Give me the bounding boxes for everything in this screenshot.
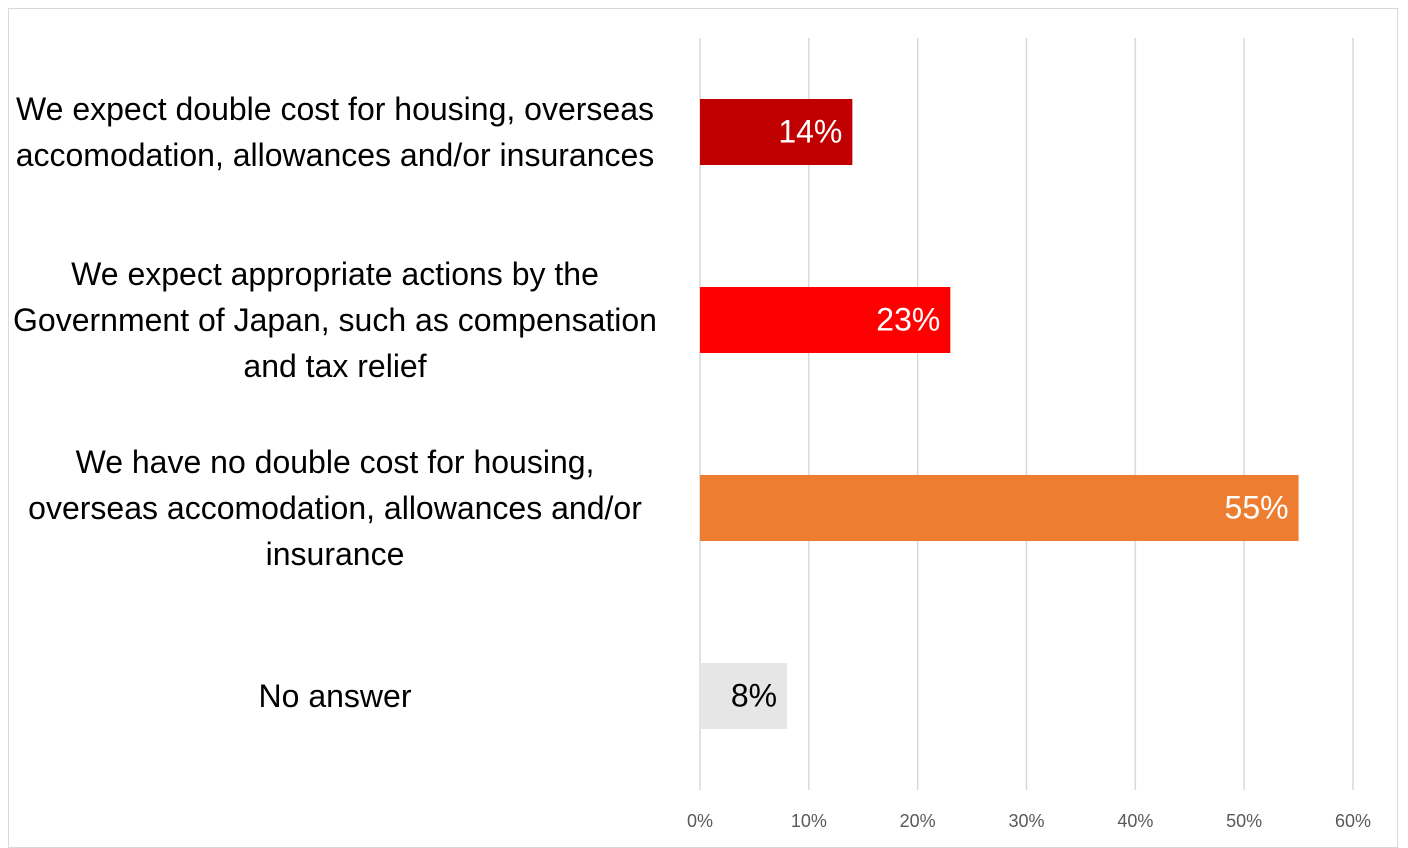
x-tick-label: 60%: [1335, 811, 1371, 831]
category-label: No answer: [258, 678, 412, 714]
bar: [700, 287, 951, 353]
x-tick-label: 30%: [1008, 811, 1044, 831]
bar: [700, 475, 1299, 541]
x-tick-label: 40%: [1117, 811, 1153, 831]
bar: [700, 99, 853, 165]
x-tick-label: 0%: [687, 811, 713, 831]
x-tick-label: 50%: [1226, 811, 1262, 831]
x-tick-label: 20%: [900, 811, 936, 831]
value-label: 8%: [731, 677, 777, 713]
value-label: 14%: [778, 113, 842, 149]
category-label: We have no double cost for housing, over…: [28, 444, 642, 572]
value-label: 55%: [1225, 489, 1289, 525]
x-tick-label: 10%: [791, 811, 827, 831]
value-label: 23%: [876, 301, 940, 337]
bar: [700, 663, 788, 729]
category-label: We expect appropriate actions by the Gov…: [13, 256, 657, 384]
category-label: We expect double cost for housing, overs…: [15, 91, 655, 173]
